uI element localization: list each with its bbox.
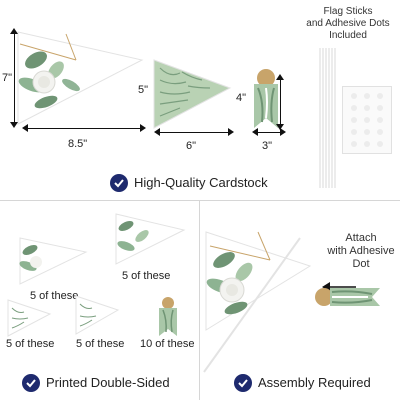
flag-sticks [318, 48, 338, 188]
small-height-label: 4" [236, 92, 247, 104]
large-width-label: 8.5" [68, 138, 88, 150]
medium-width-dimension-line [156, 132, 230, 133]
bottom-right-caption: Assembly Required [258, 375, 371, 390]
medium-width-label: 6" [186, 140, 197, 152]
quantity-label-4: 5 of these [76, 338, 125, 350]
medium-pennant [152, 58, 232, 130]
small-height-arrow-top [276, 74, 284, 80]
bottom-small-pennant [156, 296, 180, 338]
assembled-pennant [200, 226, 316, 376]
bottom-large-pennant-1 [18, 236, 88, 286]
large-height-arrow-bottom [10, 122, 18, 128]
small-width-arrow-right [280, 128, 286, 136]
small-width-dimension-line [254, 132, 282, 133]
check-circle-icon [234, 374, 252, 392]
bottom-medium-pennant-2 [74, 294, 120, 336]
check-circle-icon [22, 374, 40, 392]
quantity-label-3: 5 of these [6, 338, 55, 350]
quantity-label-2: 5 of these [122, 270, 171, 282]
attached-small-pennant [314, 284, 384, 310]
medium-width-arrow-right [228, 128, 234, 136]
small-height-arrow-bottom [276, 124, 284, 130]
medium-width-arrow-left [154, 128, 160, 136]
small-pennant [250, 68, 282, 132]
large-width-dimension-line [24, 128, 142, 129]
large-width-arrow-left [22, 124, 28, 132]
medium-height-label: 5" [138, 84, 149, 96]
flag-sticks-note: Flag Sticks and Adhesive Dots Included [306, 6, 390, 41]
large-pennant [16, 30, 144, 126]
check-circle-icon [110, 174, 128, 192]
large-height-label: 7" [2, 72, 13, 84]
large-height-dimension-line [14, 30, 15, 126]
small-height-dimension-line [280, 76, 281, 128]
attach-note: Attach with Adhesive Dot [327, 232, 395, 270]
quantity-label-1: 5 of these [30, 290, 79, 302]
small-width-arrow-left [252, 128, 258, 136]
large-width-arrow-right [140, 124, 146, 132]
vertical-divider [199, 200, 200, 400]
adhesive-dots-sheet [342, 86, 392, 154]
quantity-label-5: 10 of these [140, 338, 195, 350]
bottom-medium-pennant-1 [6, 298, 52, 338]
bottom-left-caption: Printed Double-Sided [46, 375, 170, 390]
top-caption: High-Quality Cardstock [134, 175, 268, 190]
large-height-arrow-top [10, 28, 18, 34]
small-width-label: 3" [262, 140, 273, 152]
medium-height-dimension-line [150, 58, 151, 130]
bottom-large-pennant-2 [114, 212, 186, 266]
horizontal-divider [0, 200, 400, 201]
